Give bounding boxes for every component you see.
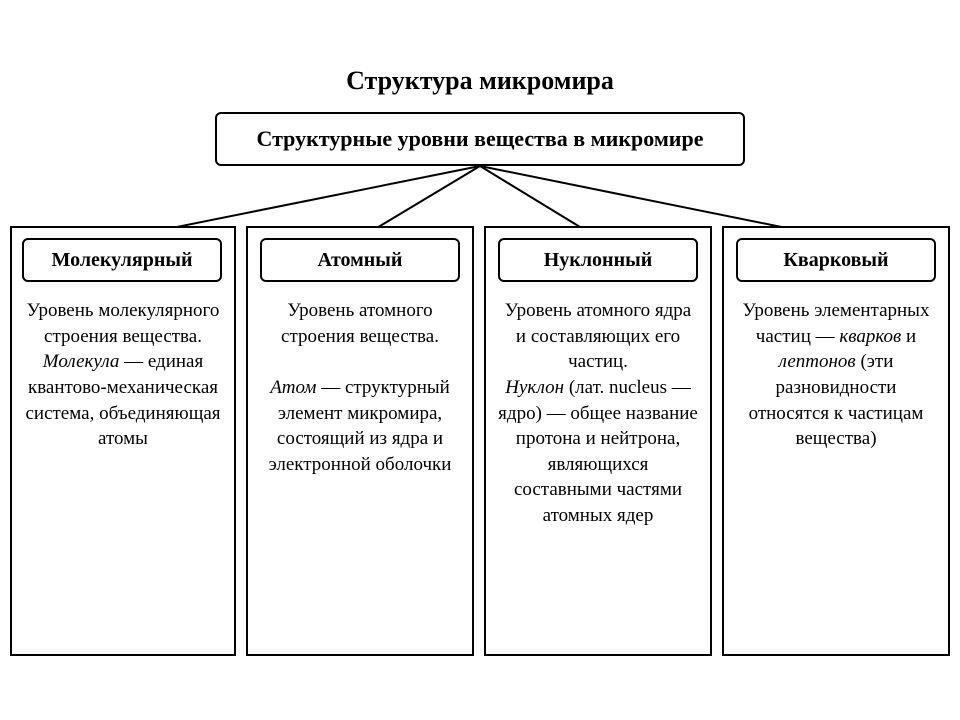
page-title: Структура микромира <box>0 66 960 96</box>
node-molecular: Молекулярный <box>22 238 222 282</box>
desc-lead: Уровень атомного строения вещества. <box>281 300 439 347</box>
desc-lead: Уровень атомного ядра и составляющих его… <box>505 300 691 372</box>
node-label: Нуклонный <box>544 249 653 272</box>
desc-term: Молекула <box>43 351 120 372</box>
node-atomic: Атомный <box>260 238 460 282</box>
diagram-stage: Структура микромира Структурные уровни в… <box>0 0 960 720</box>
node-label: Атомный <box>318 249 403 272</box>
desc-term2: лептонов <box>779 351 861 372</box>
root-box: Структурные уровни вещества в микромире <box>215 112 745 166</box>
node-label: Молекулярный <box>51 249 192 272</box>
desc-mid: и <box>906 326 916 347</box>
desc-molecular: Уровень молекулярного строения вещества.… <box>18 298 228 644</box>
desc-term: Нуклон <box>505 377 564 398</box>
desc-nucleon: Уровень атомного ядра и составляющих его… <box>492 298 704 644</box>
root-box-label: Структурные уровни вещества в микромире <box>257 126 704 152</box>
desc-atomic: Уровень атомного строения вещества. Атом… <box>254 298 466 644</box>
node-nucleon: Нуклонный <box>498 238 698 282</box>
desc-rest: (лат. nucleus — ядро) — общее название п… <box>498 377 698 526</box>
desc-term: Атом <box>270 377 316 398</box>
desc-lead: Уровень молекулярного строения вещества. <box>27 300 220 347</box>
node-quark: Кварковый <box>736 238 936 282</box>
desc-term: кварков <box>839 326 906 347</box>
desc-quark: Уровень элементарных частиц — кварков и … <box>730 298 942 644</box>
node-label: Кварковый <box>783 249 888 272</box>
